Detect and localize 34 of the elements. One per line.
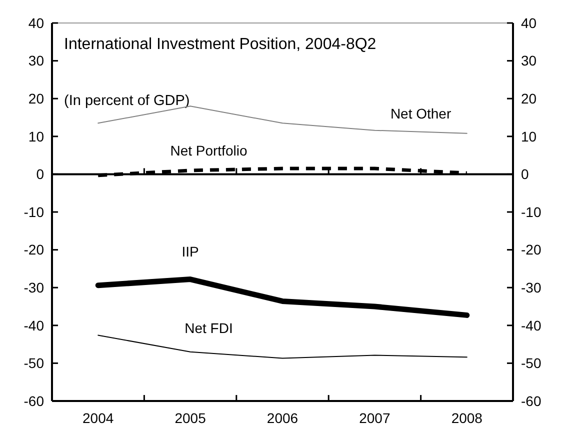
- line-series: [98, 334, 468, 359]
- y-tick-label: -60: [24, 392, 44, 409]
- y2-tick-label: -20: [521, 242, 542, 258]
- y-tick-label: 0: [36, 166, 44, 182]
- y2-tick-label: -50: [521, 355, 542, 372]
- x-tick-label: 2005: [174, 410, 206, 426]
- y2-tick-label: -30: [521, 280, 542, 296]
- series-label: IIP: [182, 244, 199, 260]
- y2-tick-label: 0: [521, 166, 529, 182]
- y-tick-label: 20: [28, 90, 44, 106]
- x-tick-label: 2007: [359, 410, 390, 426]
- y-tick-label: -30: [24, 280, 44, 296]
- y2-tick-label: -10: [521, 204, 542, 220]
- x-tick-label: 2006: [266, 410, 298, 426]
- y-tick-label: 30: [28, 52, 44, 69]
- y2-tick-label: 20: [521, 90, 537, 106]
- y2-tick-label: 10: [521, 128, 537, 144]
- y2-tick-label: 40: [521, 14, 537, 31]
- y2-tick-label: -40: [521, 317, 542, 334]
- series-label: Net Portfolio: [170, 142, 248, 158]
- y-tick-label: 10: [28, 128, 44, 144]
- y2-tick-label: -60: [521, 392, 542, 409]
- x-tick-label: 2008: [451, 410, 483, 426]
- y-tick-label: -50: [24, 355, 44, 372]
- series-label: Net Other: [390, 105, 452, 122]
- text: International Investment Position, 2004-8Q2: [64, 36, 376, 53]
- y2-tick-label: 30: [521, 52, 537, 69]
- x-tick-label: 2004: [82, 410, 114, 426]
- text: (In percent of GDP): [64, 93, 190, 109]
- y-tick-label: -20: [24, 242, 44, 258]
- y-tick-label: -40: [24, 317, 44, 334]
- y-tick-label: 40: [28, 14, 44, 31]
- y-tick-label: -10: [24, 204, 44, 220]
- series-label: Net FDI: [184, 320, 233, 336]
